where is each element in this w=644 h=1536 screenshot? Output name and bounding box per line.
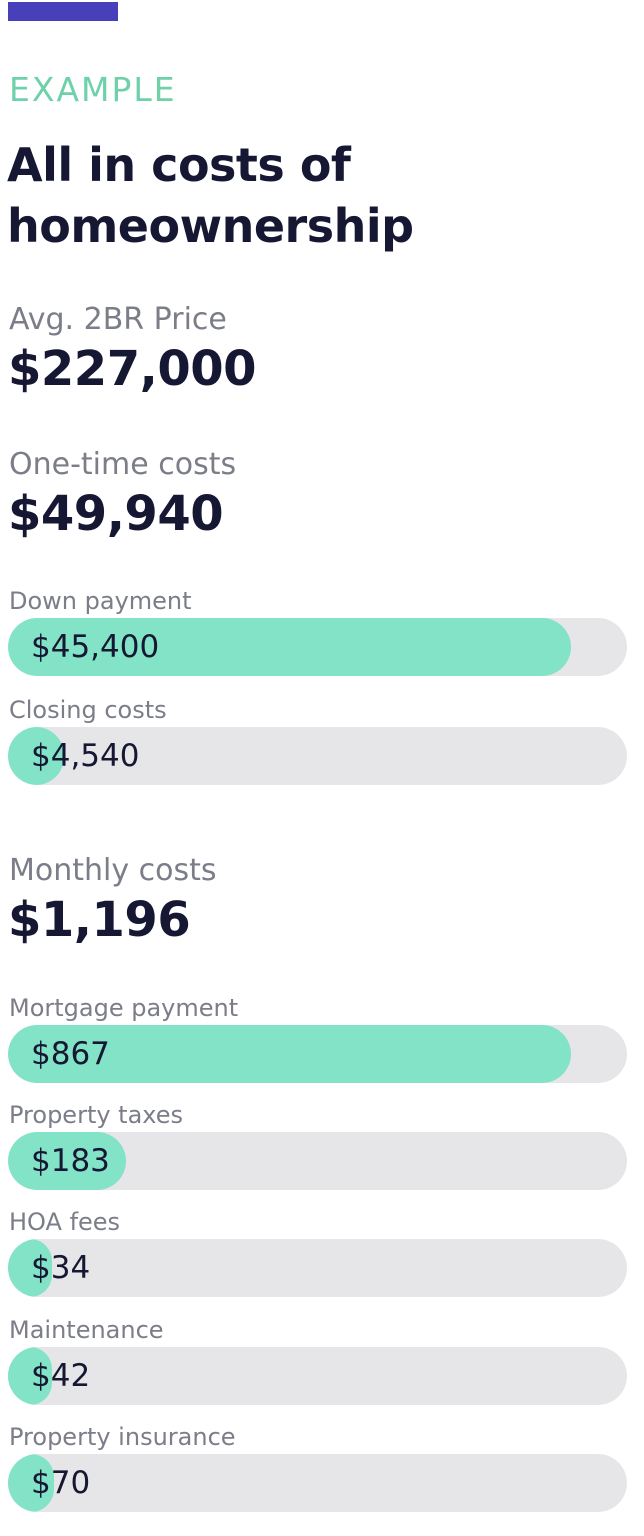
- bar-fill-hoa-fees: [8, 1239, 52, 1297]
- one-time-costs-total: $49,940: [8, 486, 224, 542]
- bar-label-maintenance: Maintenance: [9, 1316, 164, 1344]
- bar-label-closing-costs: Closing costs: [9, 696, 167, 724]
- page-title-line-1: All in costs of: [7, 138, 351, 192]
- page-title: All in costs of homeownership: [7, 135, 414, 257]
- bar-track-down-payment: $45,400: [8, 618, 627, 676]
- bar-track-property-taxes: $183: [8, 1132, 627, 1190]
- bar-value-down-payment: $45,400: [31, 629, 160, 665]
- bar-track-mortgage-payment: $867: [8, 1025, 627, 1083]
- bar-label-property-taxes: Property taxes: [9, 1101, 184, 1129]
- one-time-costs-label: One-time costs: [9, 447, 237, 482]
- bar-track-maintenance: $42: [8, 1347, 627, 1405]
- bar-value-maintenance: $42: [31, 1358, 91, 1394]
- bar-fill-down-payment: [8, 618, 571, 676]
- bar-label-property-insurance: Property insurance: [9, 1423, 236, 1451]
- bar-label-down-payment: Down payment: [9, 587, 192, 615]
- bar-value-property-taxes: $183: [31, 1143, 110, 1179]
- bar-track-closing-costs: $4,540: [8, 727, 627, 785]
- page-title-line-2: homeownership: [7, 199, 414, 253]
- bar-fill-closing-costs: [8, 727, 64, 785]
- eyebrow-label: EXAMPLE: [9, 70, 177, 109]
- monthly-costs-label: Monthly costs: [9, 853, 217, 888]
- bar-value-hoa-fees: $34: [31, 1250, 91, 1286]
- monthly-costs-total: $1,196: [8, 892, 191, 948]
- bar-value-closing-costs: $4,540: [31, 738, 140, 774]
- bar-value-mortgage-payment: $867: [31, 1036, 110, 1072]
- bar-fill-maintenance: [8, 1347, 52, 1405]
- bar-value-property-insurance: $70: [31, 1465, 91, 1501]
- bar-fill-property-insurance: [8, 1454, 54, 1512]
- bar-track-property-insurance: $70: [8, 1454, 627, 1512]
- price-label: Avg. 2BR Price: [9, 302, 227, 337]
- bar-track-hoa-fees: $34: [8, 1239, 627, 1297]
- price-value: $227,000: [8, 341, 257, 397]
- accent-bar: [8, 2, 118, 21]
- bar-label-hoa-fees: HOA fees: [9, 1208, 121, 1236]
- bar-fill-mortgage-payment: [8, 1025, 571, 1083]
- bar-fill-property-taxes: [8, 1132, 126, 1190]
- bar-label-mortgage-payment: Mortgage payment: [9, 994, 239, 1022]
